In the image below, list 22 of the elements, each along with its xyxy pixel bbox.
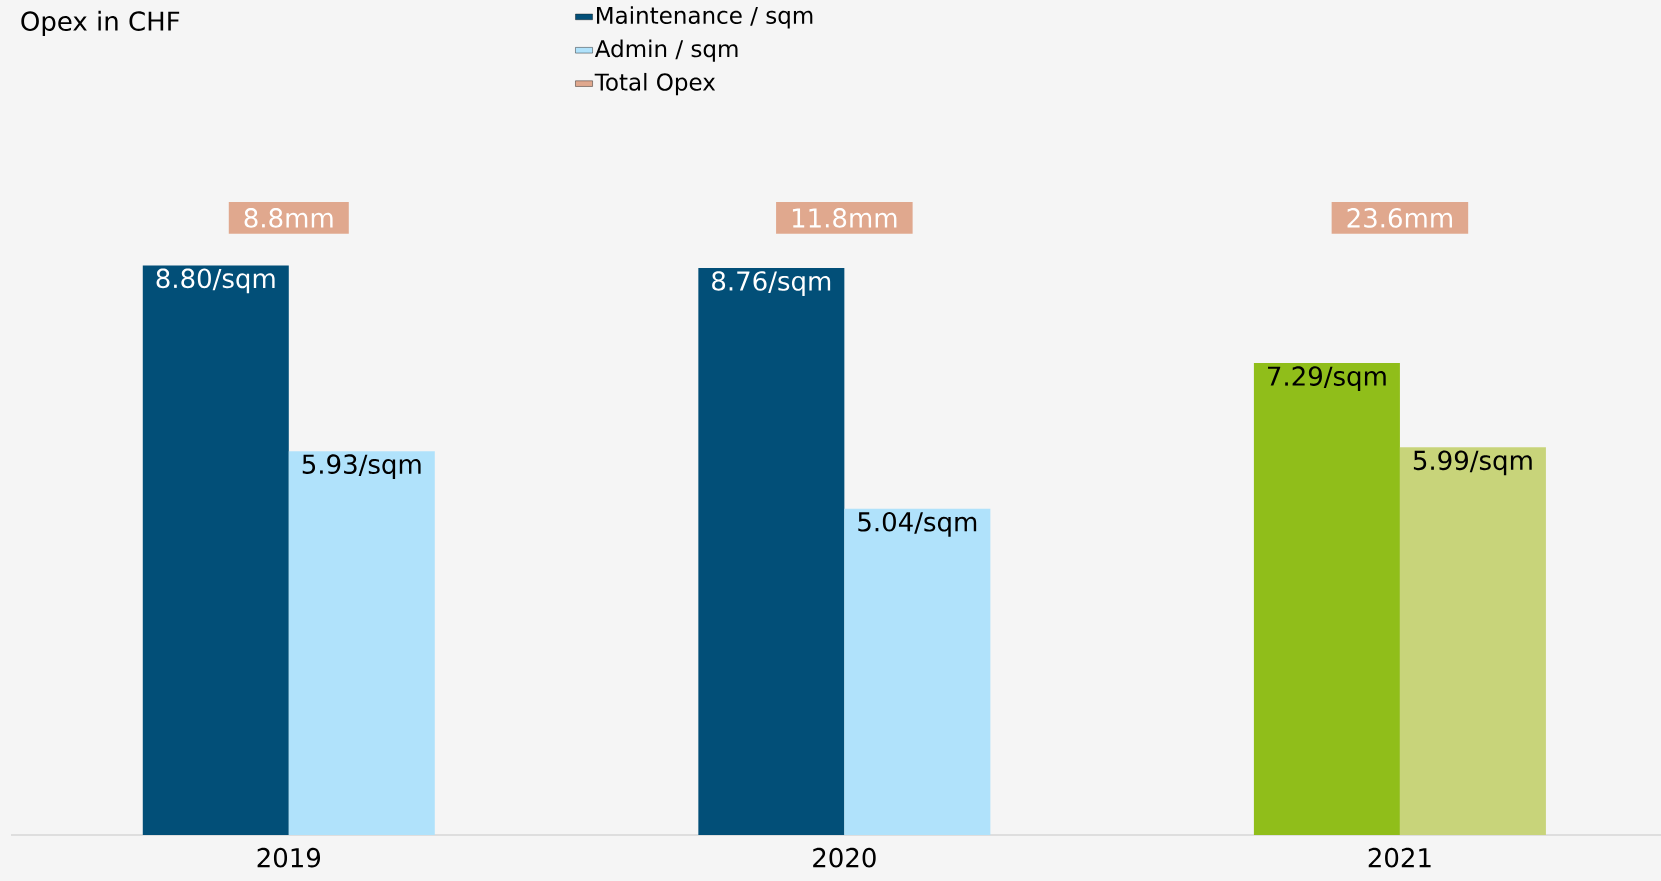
legend-label: Admin / sqm: [594, 39, 738, 62]
legend-label: Maintenance / sqm: [597, 6, 813, 29]
bar: [1253, 363, 1400, 835]
legend-label: Total Opex: [594, 72, 716, 96]
data-label: 8.80/sqm: [156, 268, 275, 294]
chart-title: Opex in CHF: [21, 10, 180, 37]
x-tick-label: 2020: [813, 847, 876, 868]
annotation: 11.8mm: [792, 208, 897, 228]
annotation: 23.6mm: [1347, 208, 1452, 228]
bar: [844, 508, 991, 835]
bar: [698, 267, 845, 835]
x-tick-label: 2019: [257, 847, 321, 868]
data-label: 7.29/sqm: [1268, 366, 1386, 392]
x-tick-label: 2021: [1368, 847, 1431, 868]
data-label: 5.93/sqm: [302, 454, 421, 480]
bar: [288, 451, 435, 835]
bar: [1399, 447, 1546, 835]
bar: [142, 265, 289, 835]
data-label: 5.99/sqm: [1413, 450, 1532, 476]
data-label: 8.76/sqm: [712, 271, 831, 296]
annotation: 8.8mm: [244, 208, 333, 228]
data-label: 5.04/sqm: [858, 511, 977, 537]
